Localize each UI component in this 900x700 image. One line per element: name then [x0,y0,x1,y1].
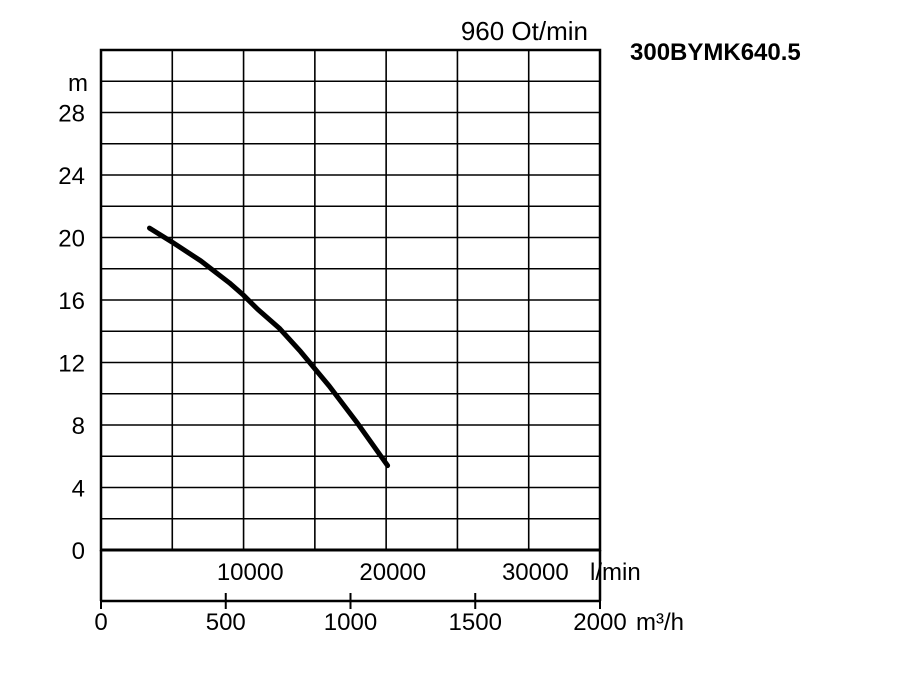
x-tick-label-m3h: 2000 [573,609,626,636]
x-tick-label-m3h: 1500 [449,609,502,636]
labels: 960 Ot/min 300BYMK640.5 m l/min m³/h 0 50… [58,16,800,636]
series-line [147,225,391,469]
y-tick-label: 16 [58,288,85,315]
y-axis-unit: m [68,70,88,97]
x-axis-unit-m3h: m³/h [636,609,684,636]
y-tick-label: 0 [72,538,85,565]
x-tick-label-lmin: 10000 [217,559,284,586]
x-tick-label-lmin: 30000 [502,559,569,586]
x-tick-label-m3h: 1000 [324,609,377,636]
y-tick-label: 28 [58,101,85,128]
x-axis-unit-lmin: l/min [590,559,641,586]
chart-title: 300BYMK640.5 [630,39,801,66]
y-tick-label: 12 [58,351,85,378]
grid [101,50,600,550]
y-tick-label: 4 [72,476,85,503]
speed-label: 960 Ot/min [461,16,588,46]
y-tick-label: 24 [58,163,85,190]
x-tick-label-m3h: 500 [206,609,246,636]
y-tick-label: 20 [58,226,85,253]
y-tick-label: 8 [72,413,85,440]
x-tick-label-lmin: 20000 [359,559,426,586]
x-tick-label-m3h: 0 [94,609,107,636]
curve-layer [147,225,391,469]
plot-frame [99,48,602,609]
